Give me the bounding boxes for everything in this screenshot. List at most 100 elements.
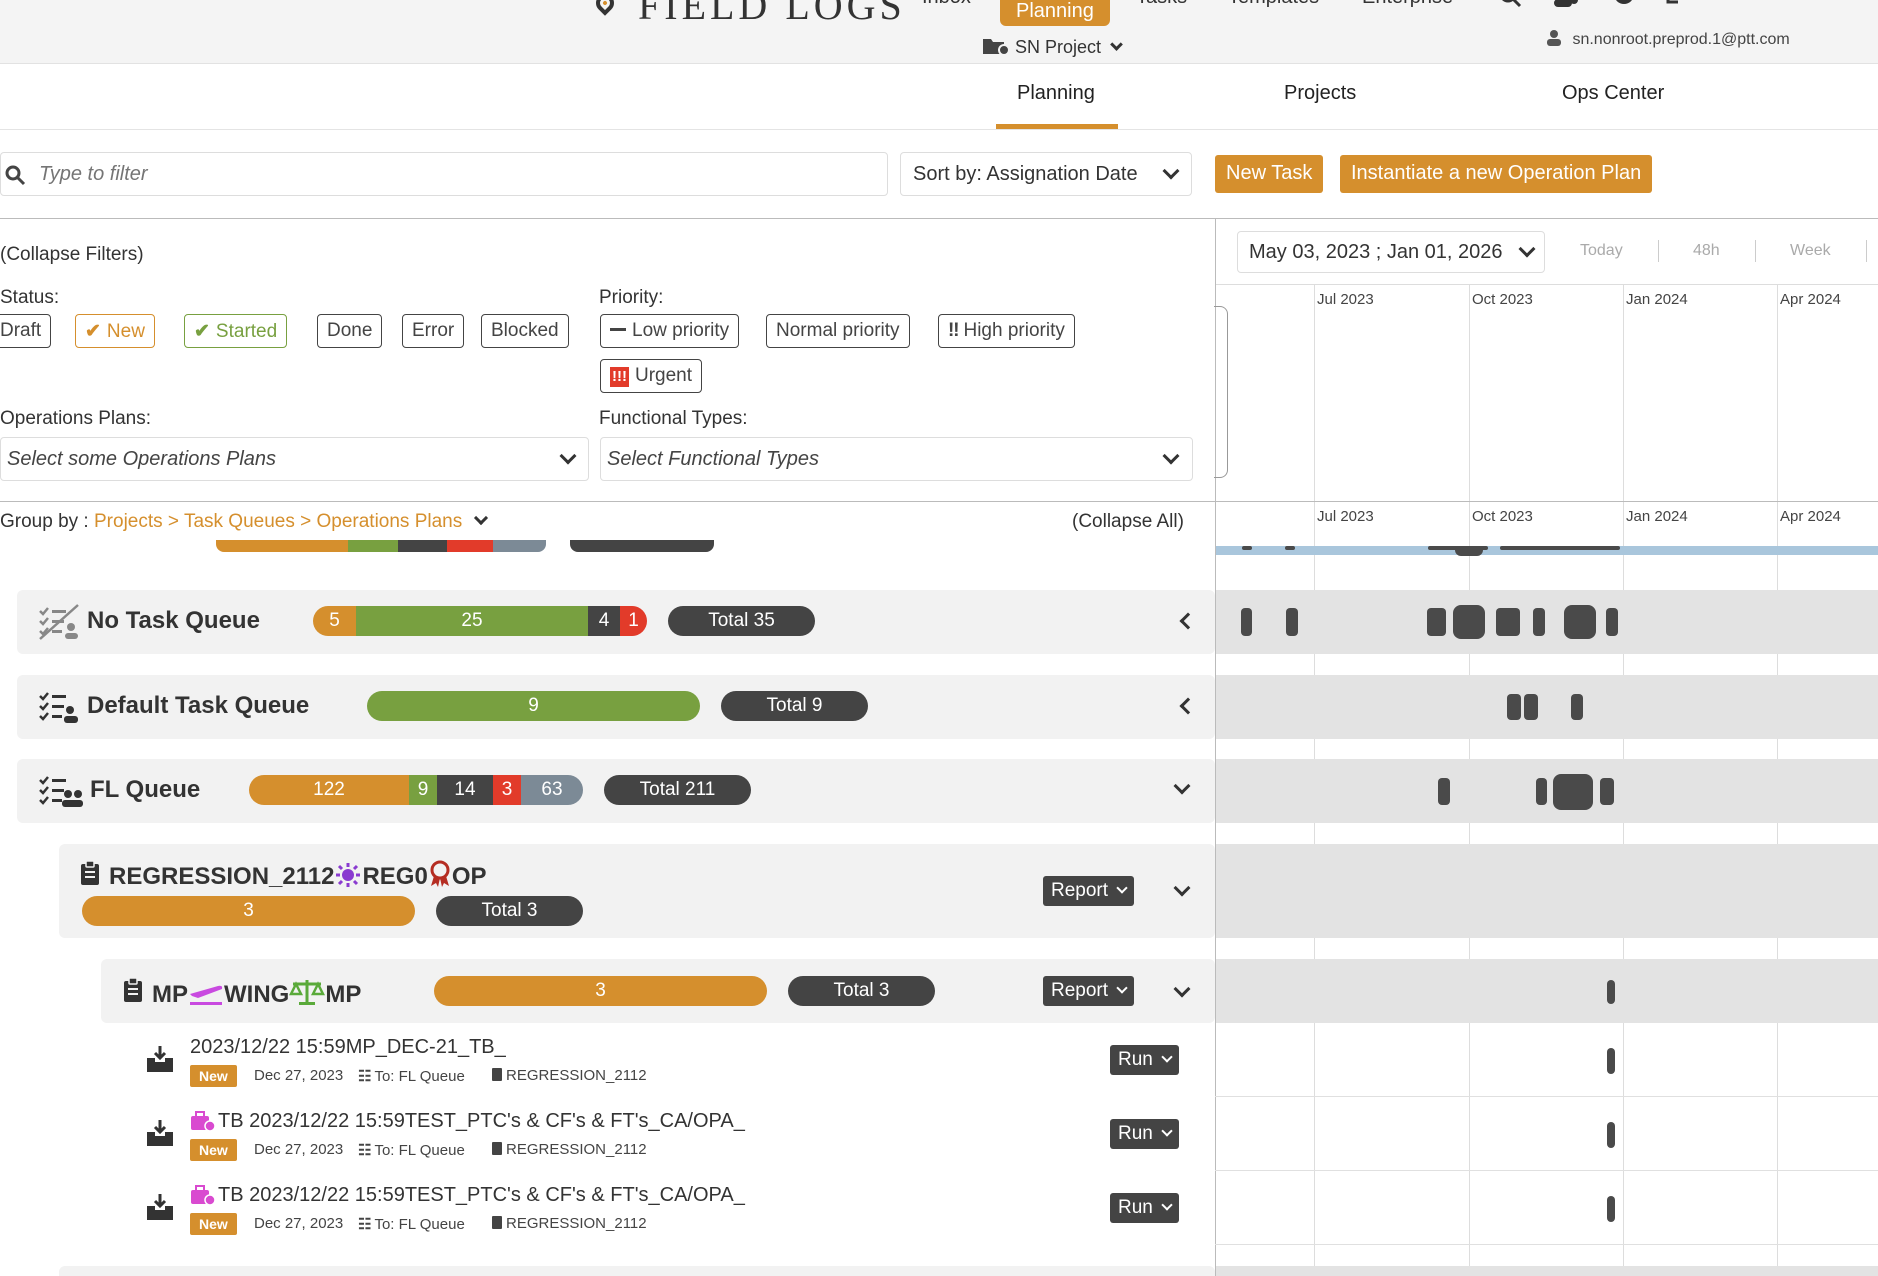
status-badge: New [190, 1139, 237, 1161]
task-title[interactable]: TB 2023/12/22 15:59TEST_PTC's & CF's & F… [218, 1184, 745, 1206]
status-chip-done[interactable]: Done [317, 314, 383, 348]
status-chip-new[interactable]: ✔ New [75, 314, 155, 348]
chevron-down-icon[interactable] [473, 510, 488, 526]
app-logo[interactable]: FIELD LOGS [638, 0, 906, 28]
op-plan-total: Total 3 [436, 896, 583, 926]
status-chip-started[interactable]: ✔ Started [184, 314, 288, 348]
task-title[interactable]: TB 2023/12/22 15:59TEST_PTC's & CF's & F… [218, 1110, 745, 1132]
nav-templates[interactable]: Templates [1228, 0, 1319, 9]
sub-plan-title: MP WING MP [152, 978, 361, 1009]
scale-balance-icon [289, 980, 326, 1005]
filter-input[interactable] [39, 163, 639, 186]
nav-inbox[interactable]: Inbox [922, 0, 971, 9]
gantt-marker [1606, 608, 1618, 636]
task-queue: ☷ To: FL Queue [358, 1068, 465, 1085]
section-tabs: Planning Projects Ops Center [0, 64, 1878, 130]
chevron-down-icon [1161, 1199, 1173, 1211]
gantt-row [1216, 675, 1878, 739]
zoom-today[interactable]: Today [1580, 242, 1623, 259]
user-email: sn.nonroot.preprod.1@ptt.com [1572, 31, 1790, 48]
chevron-down-icon [1161, 1051, 1173, 1063]
functional-types-select[interactable]: Select Functional Types [600, 437, 1193, 481]
tab-planning[interactable]: Planning [1017, 82, 1095, 104]
briefcase-gear-icon [191, 1185, 216, 1206]
queue-name: No Task Queue [87, 607, 260, 634]
status-badge: New [190, 1213, 237, 1235]
op-plan-status-bar: 3 [82, 896, 415, 926]
month-label: Apr 2024 [1780, 291, 1841, 308]
run-dropdown[interactable]: Run [1110, 1045, 1179, 1075]
collapse-all-link[interactable]: (Collapse All) [1072, 511, 1184, 532]
new-task-button[interactable]: New Task [1215, 155, 1324, 193]
op-plan-title: REGRESSION_2112 REG0 OP [109, 860, 487, 891]
plane-departure-icon [190, 985, 223, 1005]
chevron-down-icon [1110, 38, 1123, 51]
user-menu[interactable]: sn.nonroot.preprod.1@ptt.com [1546, 30, 1790, 49]
date-range-select[interactable]: May 03, 2023 ; Jan 01, 2026 [1237, 231, 1545, 273]
nav-planning[interactable]: Planning [1000, 0, 1110, 26]
inbox-download-icon [147, 1120, 173, 1146]
project-gantt-bar [1216, 546, 1878, 555]
sub-plan-total: Total 3 [788, 976, 935, 1006]
active-tab-indicator [996, 124, 1118, 129]
gantt-row-line [1215, 1170, 1878, 1171]
task-queue: ☷ To: FL Queue [358, 1142, 465, 1159]
group-by-label: Group by : [0, 511, 89, 532]
check-icon: ✔ [85, 321, 101, 342]
nav-tasks[interactable]: Tasks [1136, 0, 1187, 9]
gantt-marker [1242, 546, 1252, 550]
help-icon[interactable]: ? [1612, 0, 1638, 12]
chevron-down-icon [1162, 162, 1180, 180]
user-settings-icon[interactable] [1554, 0, 1580, 12]
search-icon [5, 165, 26, 186]
chevron-down-icon [1161, 1125, 1173, 1137]
run-dropdown[interactable]: Run [1110, 1119, 1179, 1149]
chevron-down-icon [1116, 982, 1128, 994]
project-progress-bar [216, 540, 546, 552]
gantt-row [1216, 1266, 1878, 1276]
divider [1866, 240, 1867, 262]
ops-plans-select[interactable]: Select some Operations Plans [0, 437, 589, 481]
gear-sun-icon [336, 863, 361, 887]
status-chip-draft[interactable]: Draft [0, 314, 52, 348]
clipboard-icon [124, 977, 142, 1002]
task-plan: REGRESSION_2112 [492, 1141, 647, 1158]
queue-total: Total 35 [668, 606, 815, 636]
group-by: Group by : Projects > Task Queues > Oper… [0, 510, 488, 533]
month-label: Apr 2024 [1780, 508, 1841, 525]
priority-chip-high[interactable]: ‼ High priority [938, 314, 1075, 348]
collapse-filters-link[interactable]: (Collapse Filters) [0, 244, 144, 265]
priority-chip-urgent[interactable]: !!! Urgent [600, 359, 703, 393]
gantt-marker [1600, 778, 1614, 805]
task-date: Dec 27, 2023 [254, 1141, 344, 1158]
report-dropdown[interactable]: Report [1043, 976, 1135, 1006]
project-selector[interactable]: SN Project [982, 36, 1123, 58]
report-dropdown[interactable]: Report [1043, 876, 1135, 906]
functional-types-label: Functional Types: [599, 408, 748, 429]
svg-text:?: ? [1621, 0, 1627, 1]
status-chip-error[interactable]: Error [402, 314, 465, 348]
zoom-48h[interactable]: 48h [1693, 242, 1720, 259]
divider [1658, 240, 1659, 262]
chevron-down-icon [1116, 882, 1128, 894]
no-queue-icon [39, 604, 79, 640]
search-icon[interactable] [1498, 0, 1524, 12]
instantiate-op-plan-button[interactable]: Instantiate a new Operation Plan [1340, 155, 1653, 193]
status-chip-blocked[interactable]: Blocked [481, 314, 569, 348]
divider [1755, 240, 1756, 262]
tab-ops-center[interactable]: Ops Center [1562, 82, 1665, 104]
task-queue-icon: ☷ [358, 1142, 372, 1159]
gantt-row [1216, 959, 1878, 1023]
task-title[interactable]: 2023/12/22 15:59MP_DEC-21_TB_ [190, 1036, 506, 1058]
priority-chip-normal[interactable]: Normal priority [766, 314, 910, 348]
nav-enterprise[interactable]: Enterprise [1362, 0, 1453, 9]
logout-icon[interactable] [1666, 0, 1692, 12]
tab-projects[interactable]: Projects [1284, 82, 1357, 104]
zoom-week[interactable]: Week [1790, 242, 1831, 259]
sort-select[interactable]: Sort by: Assignation Date [900, 152, 1192, 196]
run-dropdown[interactable]: Run [1110, 1193, 1179, 1223]
group-by-path[interactable]: Projects > Task Queues > Operations Plan… [94, 511, 463, 532]
priority-chip-low[interactable]: Low priority [600, 314, 740, 348]
check-icon: ✔ [194, 321, 210, 342]
gantt-marker [1533, 608, 1545, 636]
